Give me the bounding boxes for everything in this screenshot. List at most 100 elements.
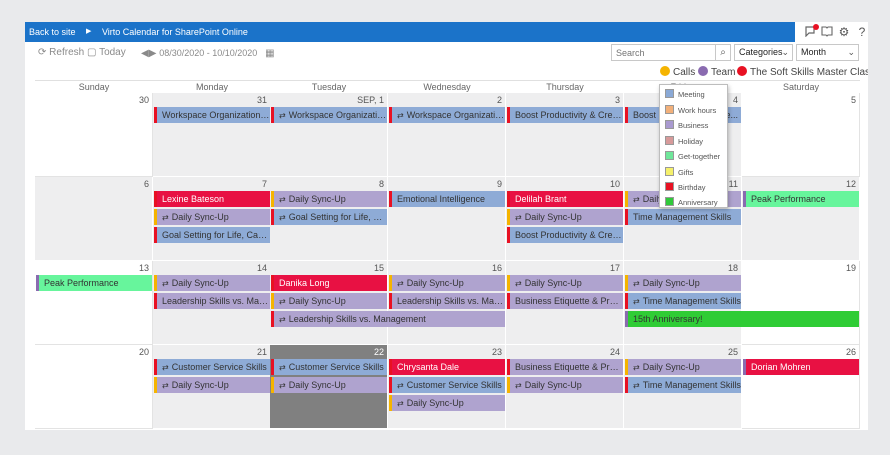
prev-arrow-icon[interactable]: ◀ <box>141 48 149 59</box>
calendar-event[interactable]: ⇄ Leadership Skills vs. Management <box>271 311 505 327</box>
calendar-event[interactable]: ⇄Daily Sync-Up <box>625 359 741 375</box>
calendar-event[interactable]: ⇄Daily Sync-Up <box>271 191 387 207</box>
day-cell[interactable]: 3 <box>506 93 624 177</box>
back-to-site-link[interactable]: Back to site <box>29 27 76 37</box>
calendar-event[interactable]: ⇄ Goal Setting for Life, C... <box>271 209 387 225</box>
day-cell[interactable]: 31 <box>153 93 271 177</box>
calendar-event[interactable]: Peak Performance <box>743 191 859 207</box>
date-number[interactable]: 30 <box>138 95 149 105</box>
date-number[interactable]: 14 <box>256 263 267 273</box>
calendar-event[interactable]: Leadership Skills vs. Man... <box>389 293 505 309</box>
calendar-event[interactable]: Lexine Bateson <box>154 191 270 207</box>
category-item-birthday[interactable]: Birthday <box>665 182 706 194</box>
date-number[interactable]: 10 <box>609 179 620 189</box>
day-cell[interactable]: 6 <box>35 177 153 261</box>
category-item-gifts[interactable]: Gifts <box>665 167 693 179</box>
calendar-event[interactable]: Emotional Intelligence <box>389 191 505 207</box>
date-number[interactable]: 18 <box>727 263 738 273</box>
date-number[interactable]: 5 <box>850 95 856 105</box>
category-item-holiday[interactable]: Holiday <box>665 136 703 148</box>
day-cell[interactable]: 2 <box>388 93 506 177</box>
date-number[interactable]: 26 <box>845 347 856 357</box>
category-item-business[interactable]: Business <box>665 120 708 132</box>
calendar-event[interactable]: Boost Productivity & Crea... <box>507 227 623 243</box>
calendar-event[interactable]: Boost Productivity & Crea... <box>507 107 623 123</box>
calendar-event[interactable]: ⇄ Time Management Skills <box>625 377 741 393</box>
date-number[interactable]: 3 <box>614 95 620 105</box>
date-number[interactable]: 6 <box>143 179 149 189</box>
date-number[interactable]: 4 <box>732 95 738 105</box>
next-arrow-icon[interactable]: ▶ <box>148 48 157 59</box>
calendar-event[interactable]: ⇄Daily Sync-Up <box>507 275 623 291</box>
date-number[interactable]: 12 <box>845 179 856 189</box>
date-number[interactable]: 2 <box>496 95 502 105</box>
date-number[interactable]: 7 <box>261 179 267 189</box>
calendar-event[interactable]: ⇄ Workspace Organizatio... <box>271 107 387 123</box>
date-number[interactable]: 8 <box>378 179 384 189</box>
calendar-event[interactable]: Danika Long <box>271 275 387 291</box>
notification-icon[interactable] <box>803 24 819 39</box>
calendar-event[interactable]: ⇄Daily Sync-Up <box>154 377 270 393</box>
calendar-event[interactable]: ⇄Daily Sync-Up <box>389 395 505 411</box>
day-cell[interactable]: 19 <box>742 261 860 345</box>
calendar-event[interactable]: Peak Performance <box>36 275 152 291</box>
calendar-event[interactable]: Leadership Skills vs. Man... <box>154 293 270 309</box>
search-input[interactable] <box>612 45 716 60</box>
search-icon[interactable]: ⌕ <box>715 45 730 60</box>
calendar-event[interactable]: ⇄Daily Sync-Up <box>625 275 741 291</box>
calendar-event[interactable]: Time Management Skills <box>625 209 741 225</box>
calendar-event[interactable]: Dorian Mohren <box>743 359 859 375</box>
date-number[interactable]: 9 <box>496 179 502 189</box>
view-dropdown[interactable]: Month ⌄ <box>796 44 859 61</box>
refresh-button[interactable]: ⟳ Refresh <box>38 46 84 60</box>
calendar-event[interactable]: ⇄ Customer Service Skills <box>154 359 270 375</box>
day-cell[interactable]: 20 <box>35 345 153 429</box>
calendar-event[interactable]: ⇄Daily Sync-Up <box>389 275 505 291</box>
category-item-get-together[interactable]: Get-together <box>665 151 720 163</box>
calendar-event[interactable]: Goal Setting for Life, Care... <box>154 227 270 243</box>
date-number[interactable]: 20 <box>138 347 149 357</box>
date-number[interactable]: 13 <box>138 263 149 273</box>
date-number[interactable]: 17 <box>609 263 620 273</box>
calendar-event[interactable]: Chrysanta Dale <box>389 359 505 375</box>
date-number[interactable]: 31 <box>256 95 267 105</box>
day-cell[interactable]: 26 <box>742 345 860 429</box>
calendar-event[interactable]: ⇄Daily Sync-Up <box>271 377 387 393</box>
calendar-event[interactable]: ⇄ Time Management Skills <box>625 293 741 309</box>
day-cell[interactable]: 5 <box>742 93 860 177</box>
calendar-event[interactable]: Business Etiquette & Prof... <box>507 293 623 309</box>
day-cell[interactable]: 9 <box>388 177 506 261</box>
calendar-event[interactable]: Business Etiquette & Prof... <box>507 359 623 375</box>
gear-icon[interactable]: ⚙ <box>838 25 850 39</box>
date-number[interactable]: 19 <box>845 263 856 273</box>
category-item-work-hours[interactable]: Work hours <box>665 105 716 117</box>
reading-icon[interactable] <box>820 25 834 39</box>
date-number[interactable]: 21 <box>256 347 267 357</box>
calendar-event[interactable]: ⇄ Customer Service Skills <box>389 377 505 393</box>
calendar-event[interactable]: ⇄Daily Sync-Up <box>154 275 270 291</box>
calendar-event[interactable]: ⇄Daily Sync-Up <box>507 209 623 225</box>
calendar-event[interactable]: ⇄ Customer Service Skills <box>271 359 387 375</box>
day-cell[interactable]: 30 <box>35 93 153 177</box>
date-number[interactable]: 15 <box>373 263 384 273</box>
calendar-event[interactable]: Delilah Brant <box>507 191 623 207</box>
date-number[interactable]: 25 <box>727 347 738 357</box>
day-cell[interactable]: SEP, 1 <box>270 93 388 177</box>
date-number[interactable]: 22 <box>373 347 384 357</box>
today-button[interactable]: ▢ Today <box>87 46 126 60</box>
date-number[interactable]: 24 <box>609 347 620 357</box>
category-item-meeting[interactable]: Meeting <box>665 89 705 101</box>
categories-dropdown[interactable]: Categories ⌄ <box>734 44 793 61</box>
calendar-event[interactable]: ⇄Daily Sync-Up <box>507 377 623 393</box>
date-number[interactable]: 23 <box>491 347 502 357</box>
help-icon[interactable]: ? <box>858 25 866 39</box>
date-number[interactable]: 16 <box>491 263 502 273</box>
calendar-picker-icon[interactable]: ▦ <box>265 48 275 59</box>
category-item-anniversary[interactable]: Anniversary <box>665 197 718 209</box>
calendar-event[interactable]: ⇄ Workspace Organizatio... <box>389 107 505 123</box>
day-cell[interactable]: 13 <box>35 261 153 345</box>
calendar-event[interactable]: Workspace Organization f... <box>154 107 270 123</box>
calendar-event[interactable]: 15th Anniversary! <box>625 311 859 327</box>
calendar-event[interactable]: ⇄Daily Sync-Up <box>154 209 270 225</box>
date-number[interactable]: 11 <box>728 179 738 189</box>
